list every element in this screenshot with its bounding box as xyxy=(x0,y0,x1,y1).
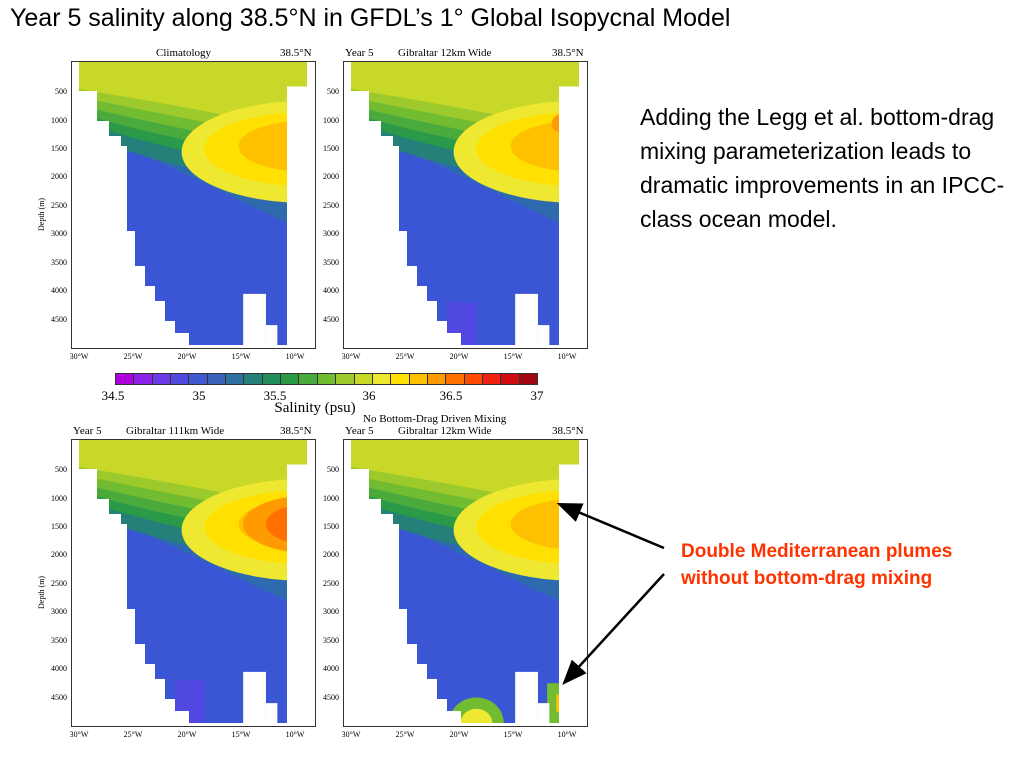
panel-frame xyxy=(71,439,316,727)
y-tick-label: 500 xyxy=(55,465,67,474)
arrow-upper xyxy=(556,502,665,550)
panel-title-center: Gibraltar 12km Wide xyxy=(398,47,492,59)
x-tick-label: 20°W xyxy=(177,730,197,739)
y-tick-label: 3500 xyxy=(323,258,339,267)
panel-title-latitude: 38.5°N xyxy=(552,47,584,59)
x-tick-label: 25°W xyxy=(395,730,415,739)
y-tick-label: 1500 xyxy=(323,144,339,153)
x-tick-label: 25°W xyxy=(123,352,143,361)
x-tick-label: 15°W xyxy=(503,352,523,361)
colorbar-tick-label: 34.5 xyxy=(101,388,125,403)
colorbar-tick-label: 37 xyxy=(530,388,544,403)
x-tick-label: 15°W xyxy=(231,352,251,361)
y-tick-label: 1500 xyxy=(51,522,67,531)
y-tick-label: 2000 xyxy=(51,172,67,181)
y-tick-label: 1500 xyxy=(323,522,339,531)
y-tick-label: 4500 xyxy=(51,315,67,324)
y-tick-label: 2500 xyxy=(51,201,67,210)
y-axis-label: Depth (m) xyxy=(37,197,46,231)
panel-title-latitude: 38.5°N xyxy=(280,425,312,437)
x-tick-label: 15°W xyxy=(503,730,523,739)
y-tick-label: 2500 xyxy=(51,579,67,588)
y-tick-label: 4000 xyxy=(323,664,339,673)
panel-frame xyxy=(71,61,316,349)
y-tick-label: 3000 xyxy=(323,229,339,238)
y-tick-label: 4000 xyxy=(51,664,67,673)
y-tick-label: 500 xyxy=(327,465,339,474)
y-tick-label: 1500 xyxy=(51,144,67,153)
y-tick-label: 1000 xyxy=(51,494,67,503)
y-tick-label: 2000 xyxy=(323,550,339,559)
panel-title-latitude: 38.5°N xyxy=(280,47,312,59)
panel-title-center: Gibraltar 12km Wide xyxy=(398,425,492,437)
x-tick-label: 20°W xyxy=(177,352,197,361)
salinity-section-plot xyxy=(79,439,307,723)
colorbar-label: Salinity (psu) xyxy=(274,400,356,416)
y-tick-label: 2500 xyxy=(323,201,339,210)
salinity-panel-3 xyxy=(71,439,316,727)
panel-title-center: Gibraltar 111km Wide xyxy=(126,425,225,437)
colorbar-tick-label: 36 xyxy=(362,388,376,403)
y-tick-label: 3000 xyxy=(51,607,67,616)
panel-title-left: Year 5 xyxy=(73,425,102,437)
x-tick-label: 10°W xyxy=(557,730,577,739)
x-tick-label: 25°W xyxy=(123,730,143,739)
x-tick-label: 30°W xyxy=(341,730,361,739)
y-tick-label: 2000 xyxy=(323,172,339,181)
x-tick-label: 15°W xyxy=(231,730,251,739)
y-tick-label: 3500 xyxy=(51,258,67,267)
y-tick-label: 1000 xyxy=(323,116,339,125)
x-tick-label: 10°W xyxy=(557,352,577,361)
y-tick-label: 3500 xyxy=(51,636,67,645)
salinity-section-plot xyxy=(351,439,579,723)
y-tick-label: 4500 xyxy=(323,315,339,324)
y-tick-label: 4500 xyxy=(51,693,67,702)
y-tick-label: 1000 xyxy=(51,116,67,125)
panel-title-left: Year 5 xyxy=(345,425,374,437)
y-tick-label: 3000 xyxy=(323,607,339,616)
y-tick-label: 2500 xyxy=(323,579,339,588)
y-tick-label: 3000 xyxy=(51,229,67,238)
x-tick-label: 10°W xyxy=(285,730,305,739)
y-tick-label: 3500 xyxy=(323,636,339,645)
x-tick-label: 10°W xyxy=(285,352,305,361)
body-text: Adding the Legg et al. bottom-drag mixin… xyxy=(640,104,1005,232)
salinity-panel-4 xyxy=(343,439,588,727)
y-tick-label: 500 xyxy=(327,87,339,96)
panel-subtitle: No Bottom-Drag Driven Mixing xyxy=(363,413,507,425)
colorbar-tick-label: 35.5 xyxy=(263,388,287,403)
colorbar-tick-label: 36.5 xyxy=(439,388,463,403)
y-tick-label: 4000 xyxy=(323,286,339,295)
x-tick-label: 30°W xyxy=(341,352,361,361)
panel-frame xyxy=(343,61,588,349)
panel-frame xyxy=(343,439,588,727)
y-tick-label: 2000 xyxy=(51,550,67,559)
salinity-section-plot xyxy=(351,61,579,345)
panel-title-center: Climatology xyxy=(156,47,211,59)
y-axis-label: Depth (m) xyxy=(37,575,46,609)
colorbar-tick-label: 35 xyxy=(192,388,206,403)
y-tick-label: 4500 xyxy=(323,693,339,702)
salinity-section-plot xyxy=(79,61,307,345)
panel-title-left: Year 5 xyxy=(345,47,374,59)
salinity-panel-2 xyxy=(343,61,588,349)
x-tick-label: 30°W xyxy=(69,352,89,361)
annotation-text: Double Mediterranean plumes without bott… xyxy=(681,541,953,589)
panel-title-latitude: 38.5°N xyxy=(552,425,584,437)
y-tick-label: 1000 xyxy=(323,494,339,503)
salinity-panel-1 xyxy=(71,61,316,349)
slide-title: Year 5 salinity along 38.5°N in GFDL’s 1… xyxy=(10,4,731,32)
colorbar-cell xyxy=(518,373,538,385)
x-tick-label: 30°W xyxy=(69,730,89,739)
x-tick-label: 20°W xyxy=(449,352,469,361)
y-tick-label: 500 xyxy=(55,87,67,96)
arrow-lower xyxy=(562,573,665,685)
y-tick-label: 4000 xyxy=(51,286,67,295)
x-tick-label: 25°W xyxy=(395,352,415,361)
x-tick-label: 20°W xyxy=(449,730,469,739)
